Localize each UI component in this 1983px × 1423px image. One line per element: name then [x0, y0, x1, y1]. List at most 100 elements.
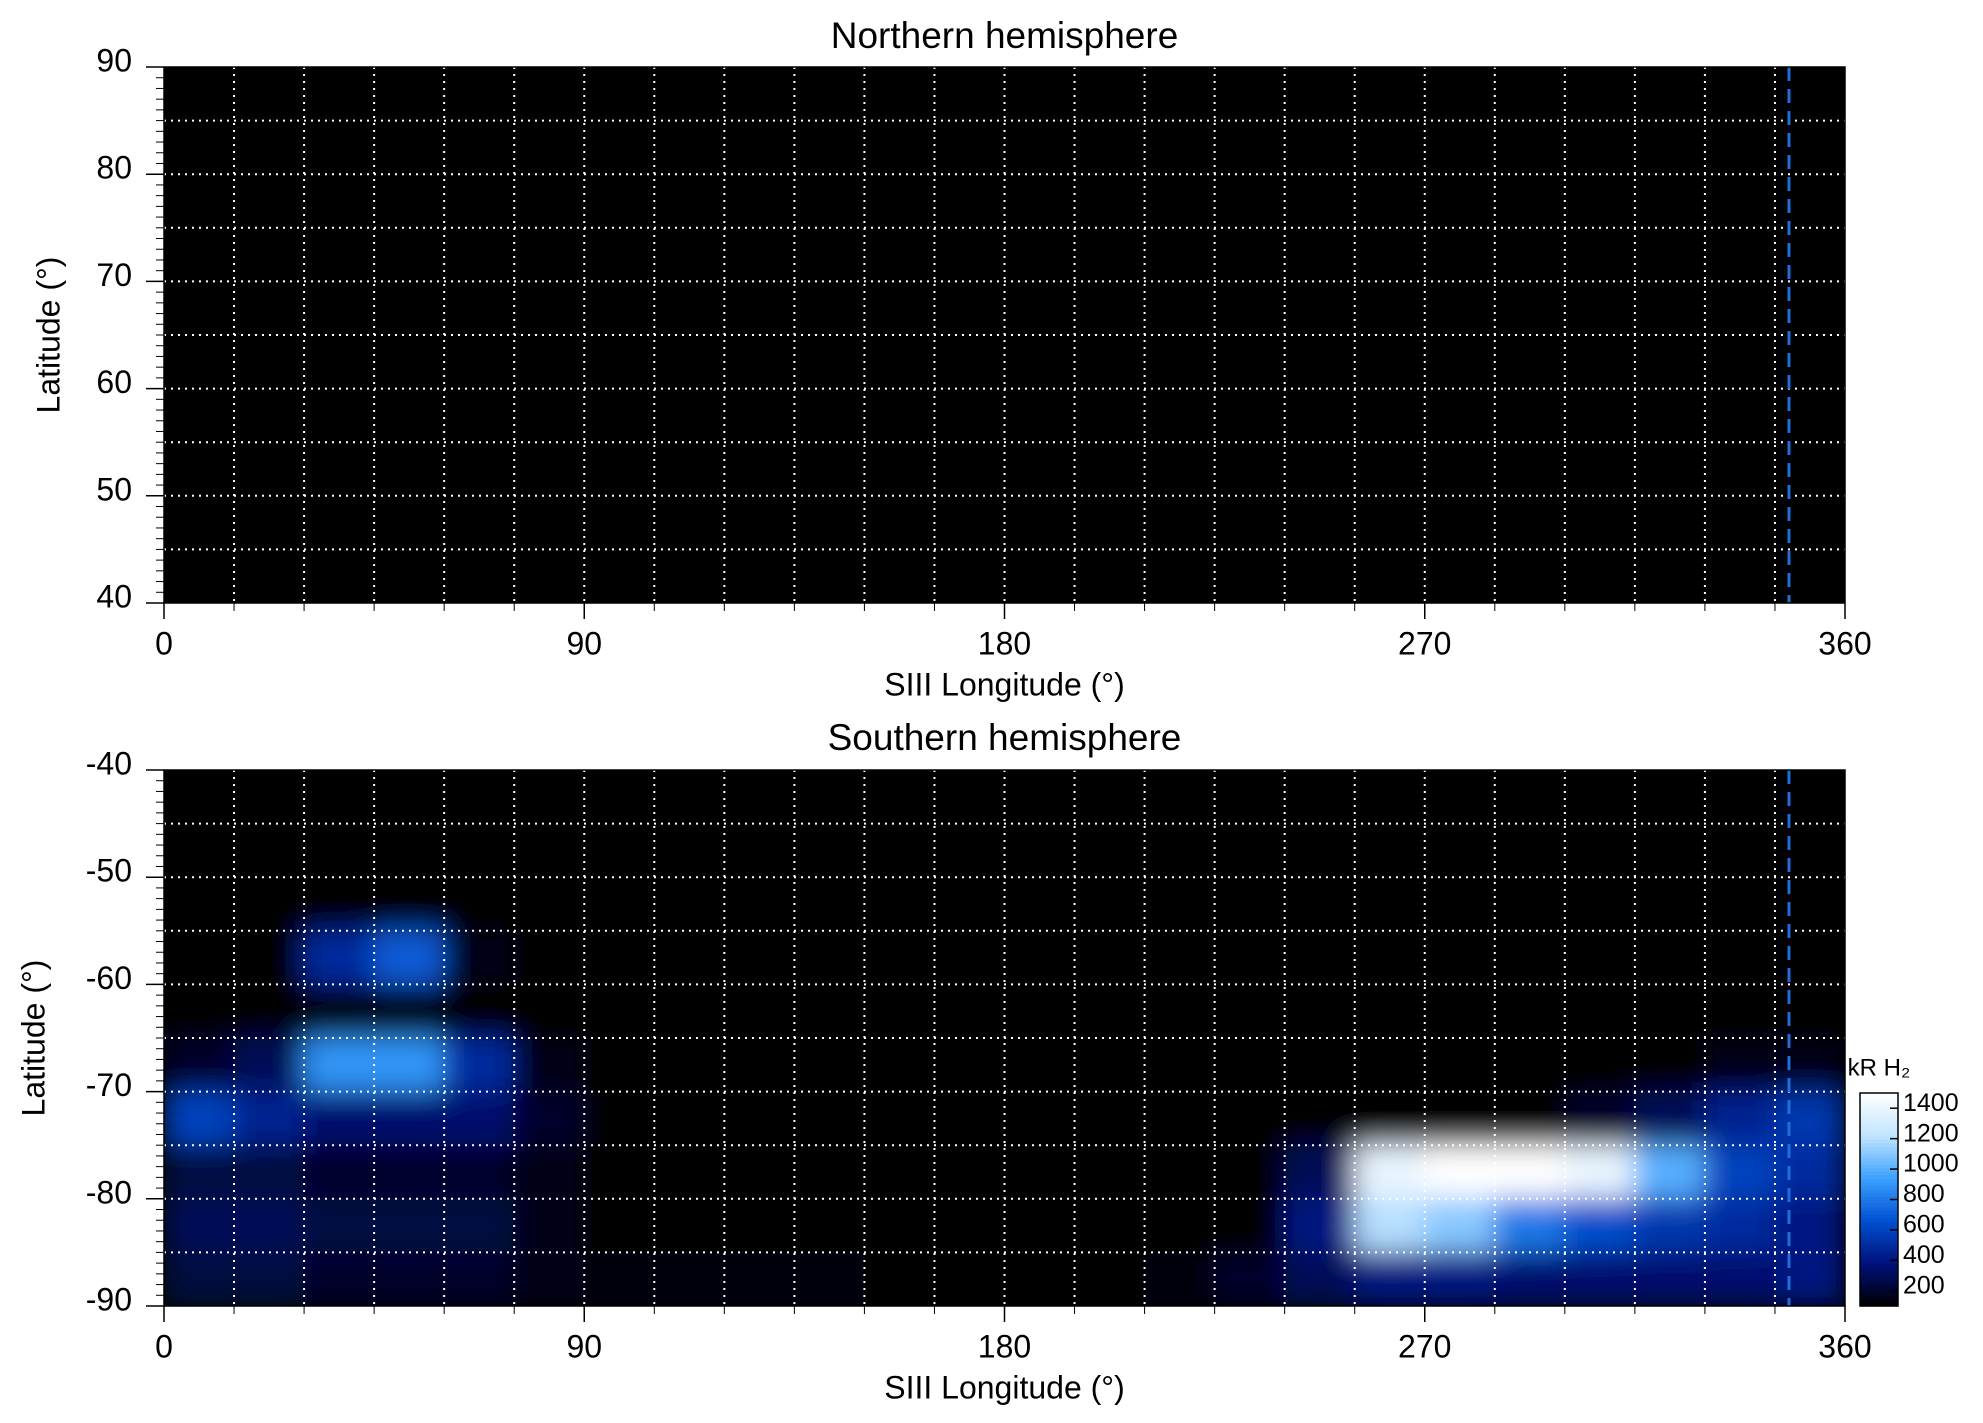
- x-tick-label: 270: [1398, 1328, 1451, 1364]
- heatmap-cell: [653, 770, 725, 825]
- heatmap-cell: [1494, 1144, 1566, 1200]
- heatmap-cell: [1144, 823, 1216, 878]
- heatmap-cell: [233, 1198, 305, 1253]
- heatmap-cell: [303, 823, 375, 878]
- colorbar-segment: [1860, 1217, 1898, 1222]
- heatmap-cell: [164, 1198, 235, 1253]
- heatmap-cell: [1214, 770, 1286, 825]
- heatmap-cell: [1564, 983, 1636, 1039]
- y-tick-label: -80: [86, 1174, 132, 1210]
- colorbar-segment: [1860, 1206, 1898, 1211]
- heatmap-cell: [933, 770, 1005, 825]
- heatmap-cell: [583, 770, 655, 825]
- heatmap-cell: [793, 1251, 865, 1306]
- heatmap-cell: [1214, 1144, 1286, 1200]
- heatmap-cell: [653, 930, 725, 985]
- heatmap-cell: [303, 770, 375, 825]
- heatmap-cell: [233, 1251, 305, 1306]
- heatmap-cell: [1424, 823, 1496, 878]
- heatmap-cell: [793, 770, 865, 825]
- heatmap-cell: [1564, 1144, 1636, 1200]
- heatmap-cell: [1774, 1037, 1845, 1093]
- heatmap-cell: [443, 823, 515, 878]
- heatmap-cell: [1074, 876, 1146, 932]
- heatmap-cell: [1144, 1144, 1216, 1200]
- heatmap-cell: [1354, 876, 1426, 932]
- y-axis-label: Latitude (°): [30, 257, 66, 414]
- heatmap-cell: [1144, 1037, 1216, 1093]
- heatmap-cell: [863, 1251, 935, 1306]
- colorbar-tick-label: 400: [1903, 1241, 1945, 1269]
- heatmap-cell: [513, 930, 585, 985]
- colorbar-segment: [1860, 1174, 1898, 1179]
- heatmap-cell: [1704, 1251, 1776, 1306]
- heatmap-cell: [1284, 1091, 1356, 1146]
- colorbar-segment: [1860, 1110, 1898, 1115]
- x-tick-label: 360: [1818, 1328, 1871, 1364]
- colorbar-segment: [1860, 1178, 1898, 1183]
- heatmap-cell: [583, 1037, 655, 1093]
- colorbar-segment: [1860, 1103, 1898, 1108]
- heatmap-cell: [653, 876, 725, 932]
- heatmap-cell: [1074, 823, 1146, 878]
- heatmap-cell: [513, 823, 585, 878]
- heatmap-cell: [373, 983, 445, 1039]
- heatmap-cell: [1774, 1144, 1845, 1200]
- colorbar-segment: [1860, 1210, 1898, 1215]
- x-tick-label: 360: [1818, 625, 1871, 661]
- heatmap-cell: [1424, 876, 1496, 932]
- colorbar-segment: [1860, 1224, 1898, 1229]
- colorbar-segment: [1860, 1295, 1898, 1300]
- colorbar-segment: [1860, 1291, 1898, 1296]
- heatmap-cell: [1424, 930, 1496, 985]
- heatmap-cell: [1634, 1144, 1706, 1200]
- colorbar-segment: [1860, 1100, 1898, 1105]
- heatmap-cell: [1354, 1251, 1426, 1306]
- heatmap-cell: [1704, 1144, 1776, 1200]
- heatmap-cell: [1284, 1198, 1356, 1253]
- heatmap-cell: [164, 983, 235, 1039]
- heatmap-cell: [233, 823, 305, 878]
- heatmap-cell: [1284, 876, 1356, 932]
- heatmap-cell: [1354, 770, 1426, 825]
- heatmap-cell: [1564, 1037, 1636, 1093]
- heatmap-cell: [583, 823, 655, 878]
- heatmap-cell: [1564, 1198, 1636, 1253]
- heatmap-cell: [1004, 930, 1076, 985]
- colorbar-segment: [1860, 1124, 1898, 1130]
- heatmap-cell: [1144, 1198, 1216, 1253]
- heatmap-cell: [723, 1037, 795, 1093]
- heatmap-cell: [164, 1144, 235, 1200]
- heatmap-cell: [1564, 770, 1636, 825]
- colorbar-segment: [1860, 1135, 1898, 1140]
- heatmap-cell: [1494, 770, 1566, 825]
- colorbar-tick-label: 800: [1903, 1180, 1945, 1208]
- heatmap-cell: [1774, 770, 1845, 825]
- heatmap-cell: [1494, 983, 1566, 1039]
- heatmap-cell: [1494, 930, 1566, 985]
- heatmap-cell: [233, 1144, 305, 1200]
- heatmap-cell: [933, 1037, 1005, 1093]
- colorbar-tick-label: 600: [1903, 1211, 1945, 1239]
- heatmap-cell: [1144, 1251, 1216, 1306]
- colorbar-segment: [1860, 1288, 1898, 1293]
- heatmap-cell: [303, 1037, 375, 1093]
- heatmap-cell: [303, 1251, 375, 1306]
- heatmap-cell: [303, 930, 375, 985]
- x-tick-label: 0: [155, 1328, 173, 1364]
- heatmap-cell: [1004, 983, 1076, 1039]
- heatmap-cell: [1774, 1198, 1845, 1253]
- heatmap-cell: [1144, 930, 1216, 985]
- heatmap-cell: [303, 876, 375, 932]
- heatmap-cell: [793, 1091, 865, 1146]
- y-tick-label: 60: [96, 364, 132, 400]
- heatmap-cell: [513, 983, 585, 1039]
- colorbar-segment: [1860, 1132, 1898, 1137]
- heatmap-cell: [164, 823, 235, 878]
- heatmap-cell: [373, 1144, 445, 1200]
- heatmap-cell: [723, 876, 795, 932]
- heatmap-cell: [373, 1198, 445, 1253]
- heatmap-cell: [1704, 823, 1776, 878]
- heatmap-cell: [793, 823, 865, 878]
- chart-title: Southern hemisphere: [828, 717, 1182, 758]
